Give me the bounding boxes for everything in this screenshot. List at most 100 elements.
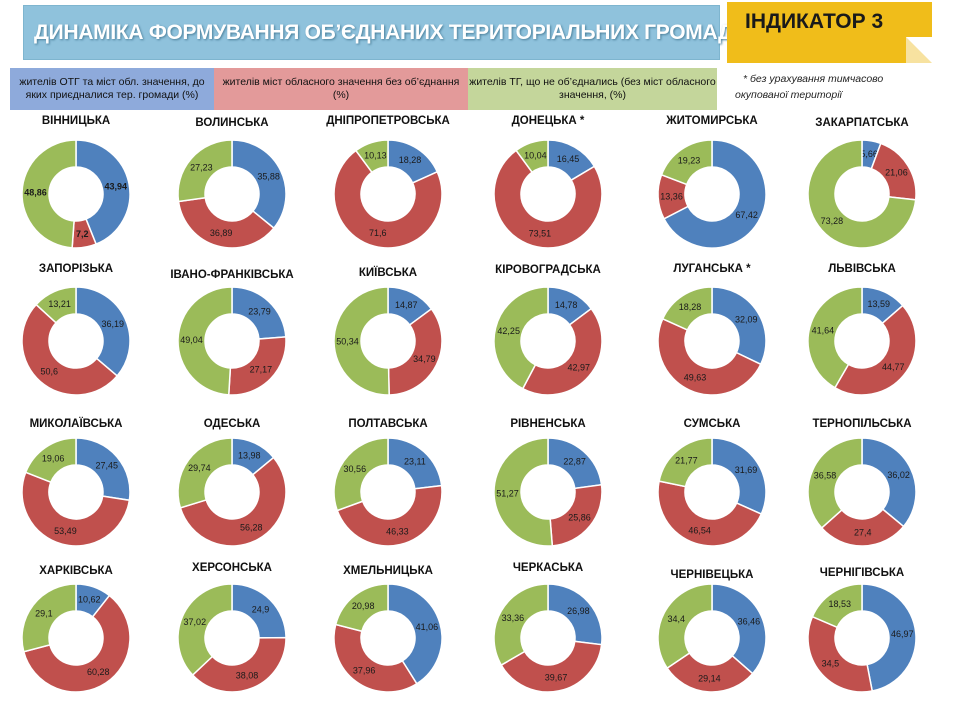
data-label: 24,9 <box>252 604 270 614</box>
data-label: 21,77 <box>675 456 698 466</box>
data-label: 21,06 <box>885 168 908 178</box>
data-label: 53,49 <box>54 526 77 536</box>
data-label: 29,74 <box>188 463 211 473</box>
chart-title: ОДЕСЬКА <box>204 418 261 430</box>
chart-title: СУМСЬКА <box>684 418 741 430</box>
data-label: 23,79 <box>248 306 271 316</box>
donut-chart: КИЇВСЬКА 14,87 34,79 50,34 <box>333 266 443 396</box>
slice-green <box>807 139 917 249</box>
data-label: 23,11 <box>404 457 426 467</box>
footnote: * без урахування тимчасово окупованої те… <box>735 71 905 103</box>
data-label: 50,6 <box>40 366 58 376</box>
data-label: 37,02 <box>184 617 207 627</box>
slice-green <box>515 139 549 174</box>
slice-blue <box>711 286 767 366</box>
legend-red-label: жителів міст обласного значення без об’є… <box>222 76 460 101</box>
data-label: 42,25 <box>497 326 520 336</box>
slice-green <box>35 286 77 324</box>
data-label: 50,34 <box>336 336 359 346</box>
chart-title: ХМЕЛЬНИЦЬКА <box>343 565 433 577</box>
data-label: 34,5 <box>822 658 840 668</box>
donut-chart: ПОЛТАВСЬКА 23,11 46,33 30,56 <box>333 418 443 547</box>
slice-green <box>657 583 713 670</box>
legend-blue: жителів ОТГ та міст обл. значення, до як… <box>10 68 214 110</box>
data-label: 56,28 <box>240 523 263 533</box>
slice-red <box>21 303 119 396</box>
donut-chart: РІВНЕНСЬКА 22,87 25,86 51,27 <box>493 418 603 547</box>
data-label: 34,79 <box>413 354 436 364</box>
chart-title: ЧЕРНІГІВСЬКА <box>820 567 904 579</box>
data-label: 14,78 <box>555 300 578 310</box>
data-label: 27,45 <box>95 461 118 471</box>
slice-red <box>493 149 603 249</box>
donut-chart: ДНІПРОПЕТРОВСЬКА 18,28 71,6 10,13 <box>326 115 450 249</box>
slice-blue <box>711 583 767 675</box>
data-label: 7,2 <box>76 229 89 239</box>
data-label: 19,23 <box>678 156 701 166</box>
slice-blue <box>387 583 443 685</box>
legend-green-label: жителів ТГ, що не об’єднались (без міст … <box>469 76 716 101</box>
slice-red <box>833 304 917 396</box>
footnote-line-2: окупованої території <box>735 89 842 101</box>
data-label: 29,1 <box>35 608 53 618</box>
data-label: 13,98 <box>238 450 261 460</box>
chart-title: МИКОЛАЇВСЬКА <box>30 417 123 430</box>
slice-blue <box>861 437 917 528</box>
slice-green <box>177 286 233 396</box>
slice-red <box>657 317 762 396</box>
data-label: 60,28 <box>87 667 110 677</box>
data-label: 73,51 <box>529 229 552 239</box>
donut-chart: ХАРКІВСЬКА 10,62 60,28 29,1 <box>21 565 131 693</box>
slice-red <box>657 480 763 547</box>
data-label: 39,67 <box>545 673 568 683</box>
slice-red <box>333 149 443 249</box>
slice-red <box>179 456 287 547</box>
data-label: 35,88 <box>257 172 280 182</box>
data-label: 71,6 <box>369 228 387 238</box>
chart-title: ПОЛТАВСЬКА <box>348 418 427 430</box>
data-label: 36,89 <box>210 228 233 238</box>
data-label: 27,17 <box>250 364 273 374</box>
donut-chart: ОДЕСЬКА 13,98 56,28 29,74 <box>177 418 287 547</box>
chart-title: ІВАНО-ФРАНКІВСЬКА <box>170 269 293 281</box>
slice-blue <box>75 286 131 377</box>
slice-green <box>660 139 713 186</box>
data-label: 25,86 <box>568 512 591 522</box>
data-label: 41,64 <box>812 325 835 335</box>
data-label: 26,98 <box>567 606 590 616</box>
donut-chart: ВІННИЦЬКА 43,94 7,2 48,86 <box>21 115 131 249</box>
donut-chart: СУМСЬКА 31,69 46,54 21,77 <box>657 418 767 547</box>
data-label: 33,36 <box>502 613 525 623</box>
data-label: 19,06 <box>42 454 65 464</box>
slice-red <box>387 307 443 396</box>
chart-title: ЖИТОМИРСЬКА <box>665 115 757 127</box>
chart-title: ДНІПРОПЕТРОВСЬКА <box>326 115 450 127</box>
slice-blue <box>75 437 131 502</box>
data-label: 18,53 <box>828 599 851 609</box>
data-label: 22,87 <box>563 457 586 467</box>
chart-title: ЛЬВІВСЬКА <box>828 263 896 275</box>
slice-red <box>227 336 287 396</box>
legend-green: жителів ТГ, що не об’єднались (без міст … <box>468 68 717 110</box>
slice-green <box>661 286 713 331</box>
data-label: 10,62 <box>78 595 101 605</box>
slice-blue <box>75 139 131 246</box>
donut-chart: ЖИТОМИРСЬКА 67,42 13,36 19,23 <box>657 115 767 249</box>
donut-chart: ЧЕРНІГІВСЬКА 46,97 34,5 18,53 <box>807 567 917 693</box>
chart-title: ВОЛИНСЬКА <box>195 117 268 129</box>
indicator-badge: ІНДИКАТОР 3 <box>727 2 932 63</box>
chart-title: ТЕРНОПІЛЬСЬКА <box>812 418 911 430</box>
slice-red <box>521 307 603 396</box>
donut-chart: ЛУГАНСЬКА * 32,09 49,63 18,28 <box>657 263 767 396</box>
data-label: 18,28 <box>399 155 422 165</box>
chart-title: КИЇВСЬКА <box>359 266 417 279</box>
chart-title: КІРОВОГРАДСЬКА <box>495 264 601 276</box>
slice-blue <box>861 583 917 692</box>
slice-red <box>177 196 275 249</box>
chart-title: РІВНЕНСЬКА <box>510 418 585 430</box>
data-label: 67,42 <box>735 210 758 220</box>
data-label: 13,36 <box>660 191 683 201</box>
data-label: 43,94 <box>105 181 128 191</box>
chart-title: ХАРКІВСЬКА <box>39 565 113 577</box>
